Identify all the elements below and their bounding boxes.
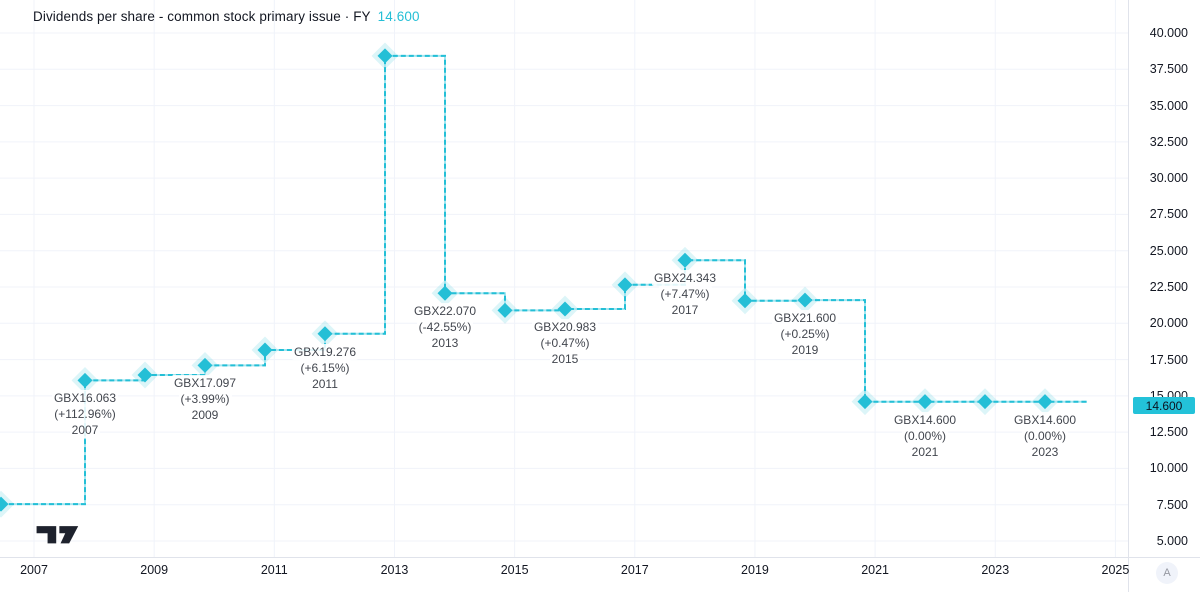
gridlines — [0, 0, 1128, 557]
x-axis-tick: 2007 — [20, 563, 48, 577]
y-axis-tick: 30.000 — [1149, 171, 1188, 186]
x-axis-tick: 2013 — [380, 563, 409, 577]
y-axis-tick: 37.500 — [1149, 62, 1188, 77]
time-axis[interactable]: 2007 2009 2011 2013 2015 2017 2019 2021 2023 2025 — [0, 557, 1200, 592]
tradingview-logo[interactable] — [35, 520, 79, 548]
x-axis-tick: 2019 — [741, 563, 769, 577]
y-axis-tick: 7.500 — [1156, 497, 1188, 512]
y-axis-tick: 5.000 — [1156, 534, 1188, 548]
marker-halos — [0, 42, 1059, 518]
x-axis-tick: 2009 — [140, 563, 169, 577]
chart-title-value: 14.600 — [377, 9, 420, 24]
y-axis-tick: 25.000 — [1149, 243, 1188, 258]
y-axis-tick: 40.000 — [1149, 26, 1188, 40]
dividend-markers — [0, 48, 1053, 512]
y-axis-tick: 35.000 — [1149, 98, 1188, 113]
x-axis-tick: 2017 — [620, 563, 649, 577]
price-label-badge: 14.600 — [1133, 397, 1195, 414]
y-axis-tick: 22.500 — [1149, 280, 1188, 294]
y-axis-tick: 12.500 — [1149, 425, 1188, 440]
dividend-step-line — [1, 54, 1087, 506]
x-axis-tick: 2021 — [861, 563, 890, 577]
y-axis-tick: 20.000 — [1149, 316, 1188, 331]
y-axis-tick: 27.500 — [1149, 207, 1188, 222]
y-axis-tick: 10.000 — [1149, 461, 1188, 476]
chart-title: Dividends per share - common stock prima… — [33, 9, 420, 24]
price-label-value: 14.600 — [1145, 398, 1183, 413]
y-axis-tick: 32.500 — [1149, 134, 1188, 149]
chart-title-text: Dividends per share - common stock prima… — [33, 9, 371, 24]
tradingview-logo-bar — [36, 526, 57, 544]
price-axis[interactable]: 40.000 37.500 35.000 32.500 30.000 27.500 25.0… — [1128, 0, 1200, 557]
x-axis-tick: 2023 — [981, 563, 1010, 577]
x-axis-tick: 2015 — [500, 563, 529, 577]
dividend-step-line-base — [1, 54, 1087, 506]
x-axis-tick: 2025 — [1101, 563, 1130, 577]
tradingview-logo-seven — [59, 526, 79, 544]
auto-scale-button[interactable]: A — [1156, 562, 1178, 584]
y-axis-tick: 17.500 — [1149, 352, 1188, 367]
x-axis-tick: 2011 — [260, 563, 288, 577]
